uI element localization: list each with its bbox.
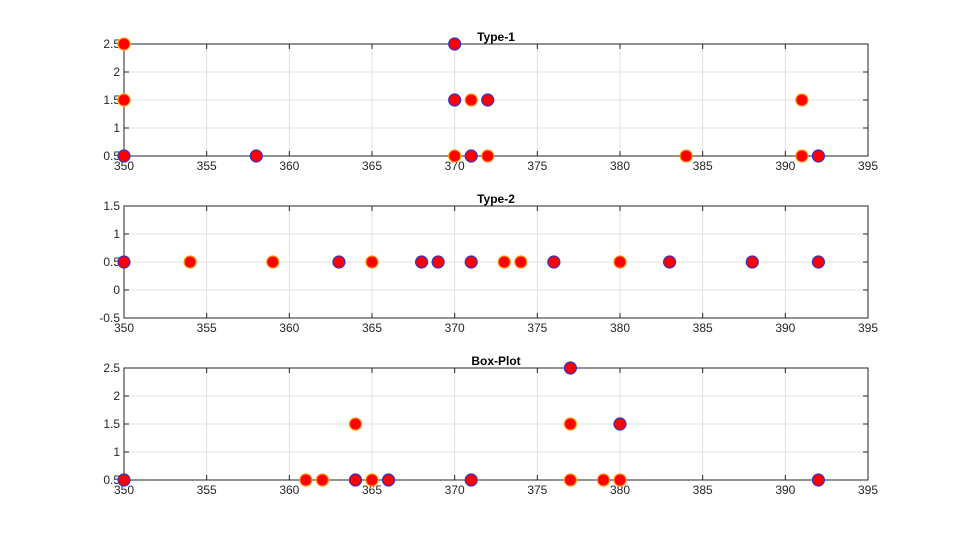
x-tick-label: 360 <box>279 483 299 497</box>
y-tick-label: -0.5 <box>99 311 120 325</box>
data-point <box>448 93 462 107</box>
data-point <box>679 149 693 163</box>
data-point <box>563 361 578 375</box>
y-tick-label: 2.5 <box>103 361 120 375</box>
data-point <box>266 255 280 269</box>
y-tick-label: 1 <box>113 121 120 135</box>
x-tick-label: 360 <box>279 159 299 173</box>
data-point <box>795 149 809 163</box>
data-point <box>117 37 131 51</box>
data-point <box>464 473 478 487</box>
data-point <box>299 473 313 487</box>
y-tick-label: 0.5 <box>103 149 120 163</box>
x-tick-label: 385 <box>693 321 713 335</box>
data-point <box>464 255 478 269</box>
y-tick-label: 1.5 <box>103 417 120 431</box>
x-tick-label: 375 <box>527 159 547 173</box>
data-point <box>662 255 677 269</box>
y-tick-label: 2.5 <box>103 37 120 51</box>
data-point <box>183 255 197 269</box>
data-point <box>249 149 263 163</box>
x-tick-label: 370 <box>445 321 465 335</box>
y-tick-label: 2 <box>113 65 120 79</box>
data-point <box>117 149 131 163</box>
y-tick-label: 1.5 <box>103 93 120 107</box>
x-tick-label: 355 <box>197 483 217 497</box>
data-point <box>811 149 826 163</box>
data-point <box>795 93 809 107</box>
subplot-3: 350 355 360 365 370 375 380 385 390 395 0.5 1 1.5 2 2.… <box>103 354 878 497</box>
data-point <box>348 417 363 431</box>
x-tick-label: 385 <box>693 159 713 173</box>
data-point <box>745 255 759 269</box>
data-point <box>613 417 627 431</box>
data-point <box>481 93 495 107</box>
y-tick-label: 1.5 <box>103 199 120 213</box>
data-point <box>365 473 379 487</box>
data-point <box>563 417 578 431</box>
x-tick-label: 365 <box>362 159 382 173</box>
data-point <box>415 255 429 269</box>
data-point <box>431 255 445 269</box>
x-tick-label: 355 <box>197 321 217 335</box>
data-point <box>464 93 478 107</box>
x-tick-label: 370 <box>445 483 465 497</box>
y-tick-label: 0 <box>113 283 120 297</box>
data-point <box>514 255 528 269</box>
data-point <box>117 255 131 269</box>
data-point <box>365 255 379 269</box>
data-point <box>563 473 578 487</box>
data-point <box>315 473 329 487</box>
data-point <box>596 473 611 487</box>
subplot-title: Box-Plot <box>471 354 520 368</box>
data-point <box>811 255 826 269</box>
data-point <box>464 149 478 163</box>
data-point <box>547 255 561 269</box>
x-tick-label: 395 <box>858 483 878 497</box>
data-point <box>348 473 363 487</box>
y-tick-label: 1 <box>113 445 120 459</box>
data-point <box>497 255 511 269</box>
x-tick-label: 380 <box>610 483 630 497</box>
subplot-1: 350 355 360 365 370 375 380 385 390 395 0.5 1 1.5 2 2.… <box>103 30 878 173</box>
data-point <box>332 255 346 269</box>
x-tick-label: 395 <box>858 321 878 335</box>
y-tick-label: 2 <box>113 389 120 403</box>
x-tick-label: 375 <box>527 483 547 497</box>
x-tick-label: 395 <box>858 159 878 173</box>
x-tick-label: 365 <box>362 321 382 335</box>
data-point <box>448 37 462 51</box>
data-point <box>448 149 462 163</box>
x-tick-label: 380 <box>610 159 630 173</box>
x-tick-label: 350 <box>114 159 134 173</box>
data-point <box>613 255 627 269</box>
subplot-title: Type-2 <box>477 192 515 206</box>
subplot-2: 350 355 360 365 370 375 380 385 390 395 -0.5 0 0.5 1 1… <box>99 192 878 335</box>
y-tick-label: 1 <box>113 227 120 241</box>
x-tick-label: 390 <box>775 483 795 497</box>
x-tick-label: 365 <box>362 483 382 497</box>
x-tick-label: 360 <box>279 321 299 335</box>
x-tick-label: 350 <box>114 483 134 497</box>
data-point <box>117 93 131 107</box>
subplot-title: Type-1 <box>477 30 515 44</box>
x-tick-label: 355 <box>197 159 217 173</box>
y-tick-label: 0.5 <box>103 473 120 487</box>
data-point <box>613 473 627 487</box>
data-point <box>481 149 495 163</box>
data-point <box>811 473 826 487</box>
x-tick-label: 350 <box>114 321 134 335</box>
x-tick-label: 385 <box>693 483 713 497</box>
x-tick-label: 380 <box>610 321 630 335</box>
x-tick-label: 370 <box>445 159 465 173</box>
y-tick-label: 0.5 <box>103 255 120 269</box>
data-point <box>381 473 396 487</box>
x-tick-label: 390 <box>775 159 795 173</box>
x-tick-label: 375 <box>527 321 547 335</box>
data-point <box>117 473 131 487</box>
x-tick-label: 390 <box>775 321 795 335</box>
